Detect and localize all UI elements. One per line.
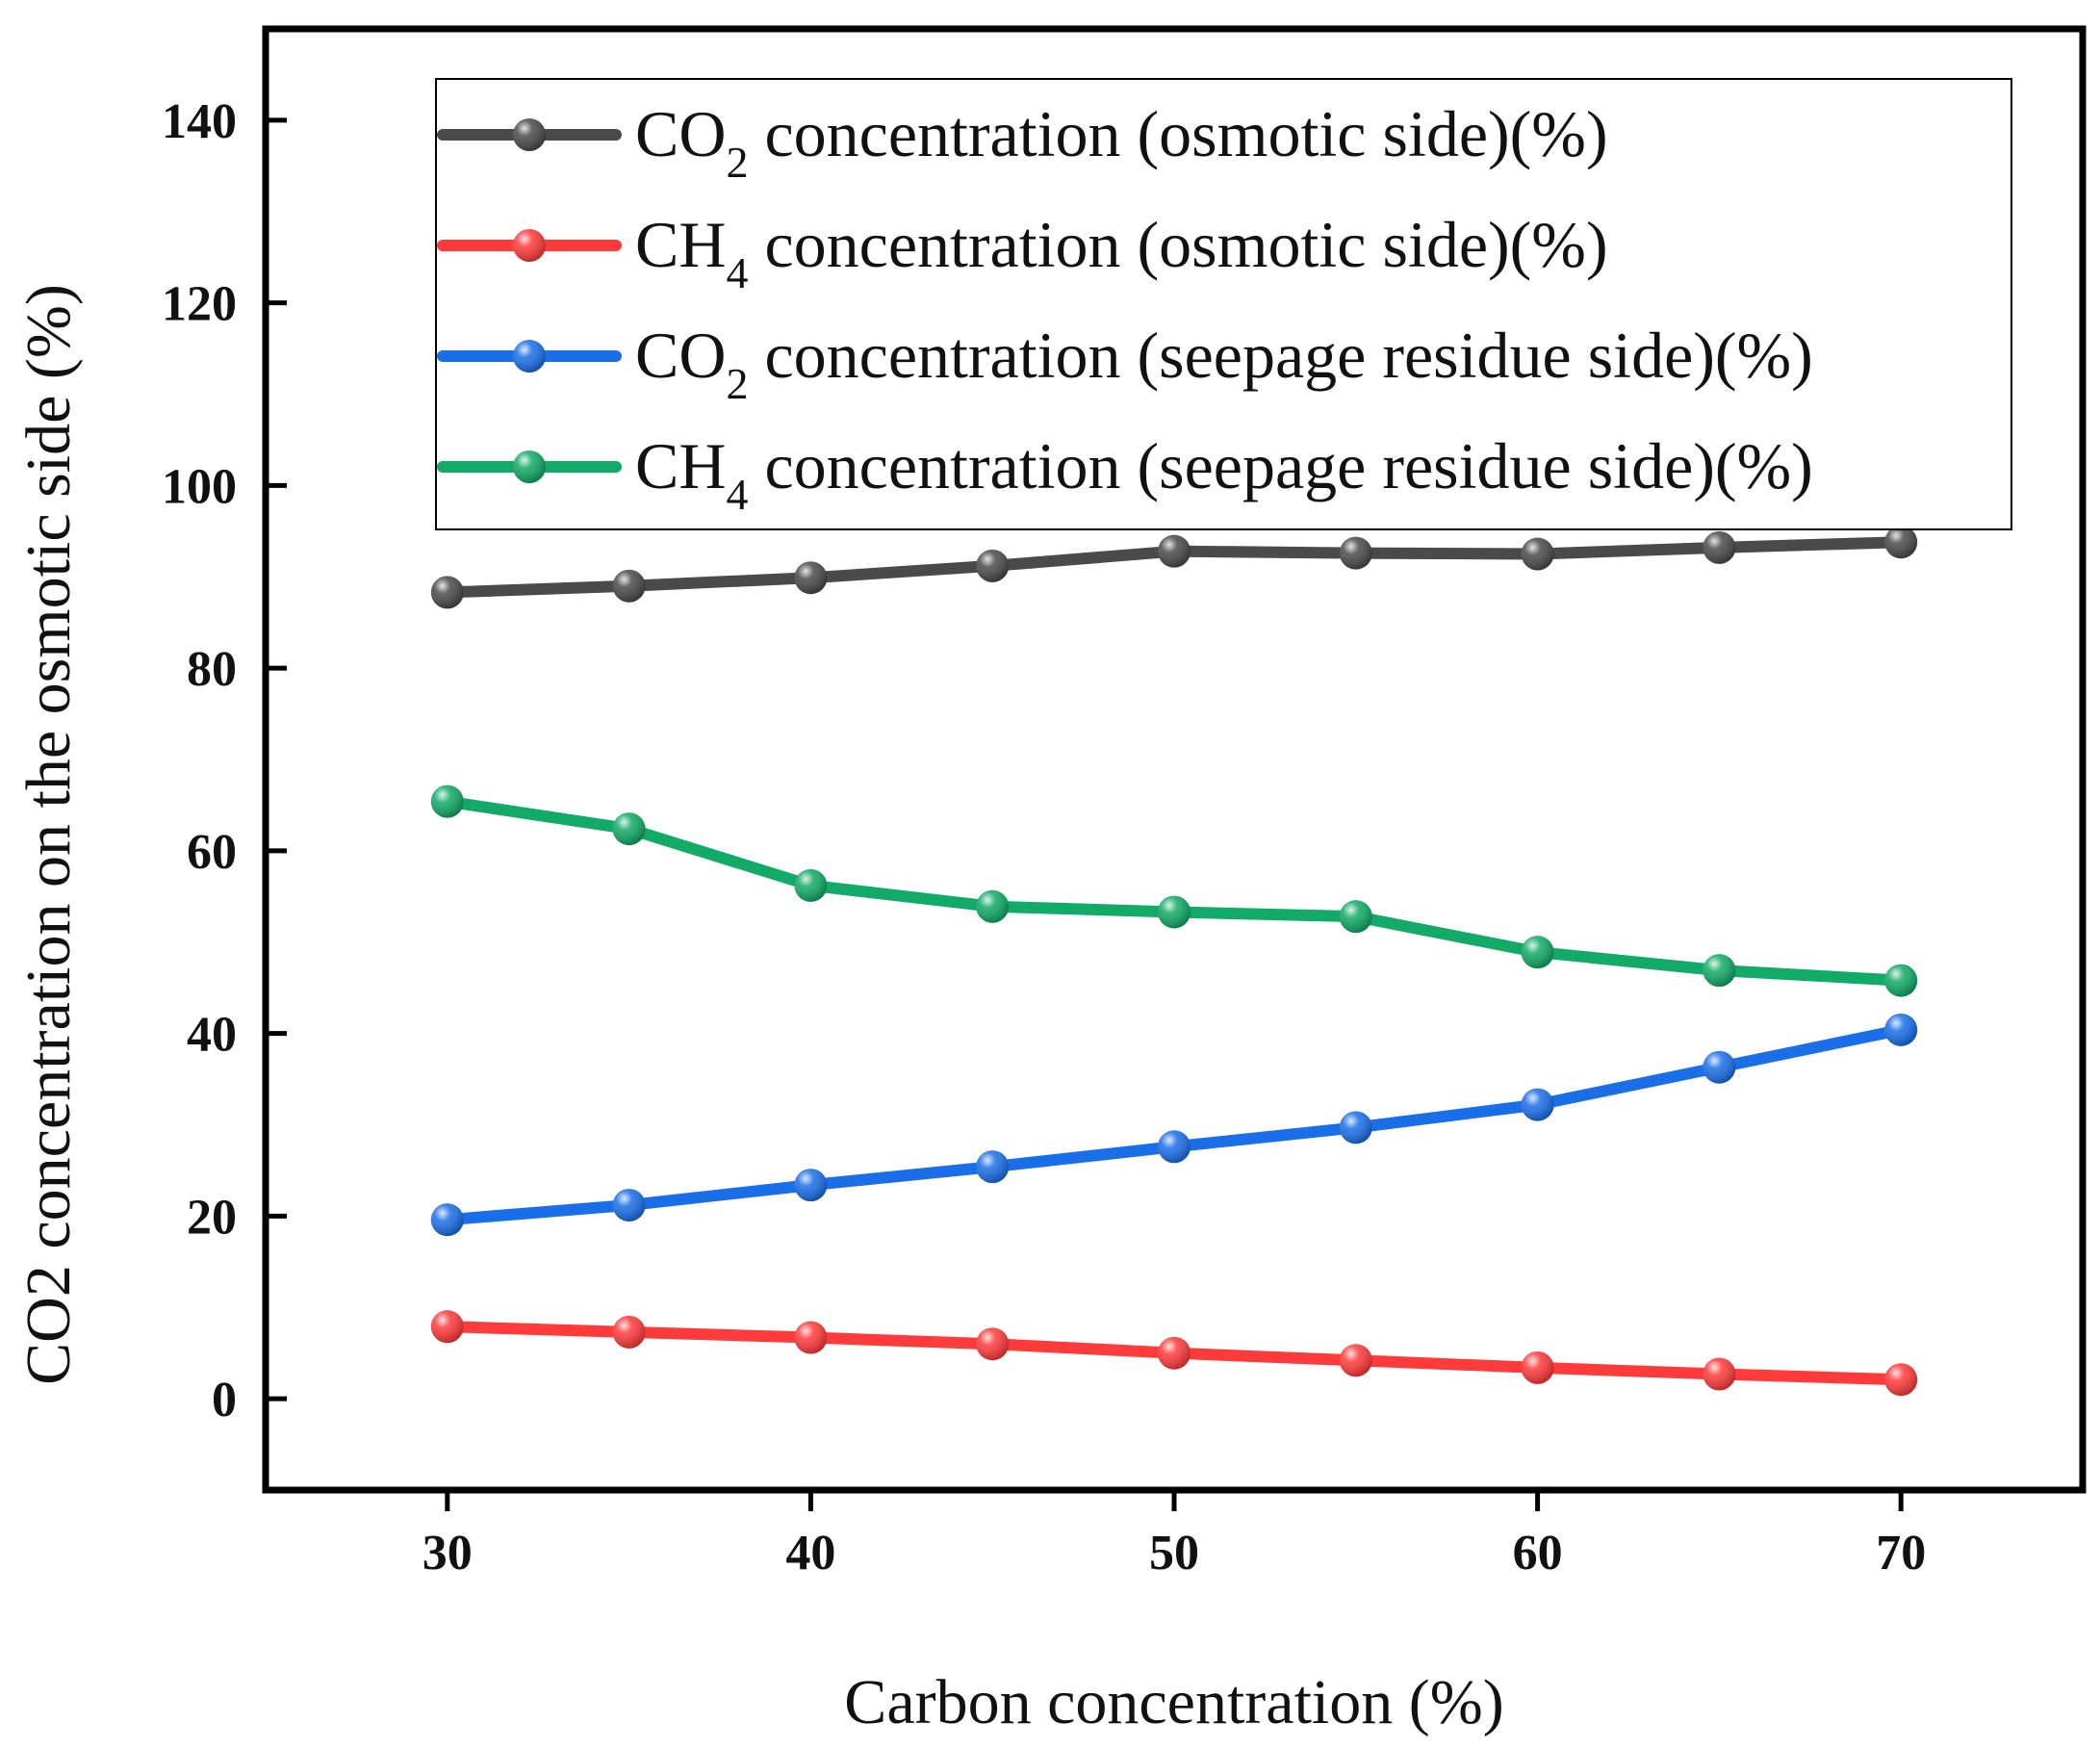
legend-swatch-shine <box>513 118 546 151</box>
legend-box <box>435 78 2012 530</box>
legend-swatch-shine <box>513 450 546 483</box>
data-point-shine <box>1884 526 1918 559</box>
x-axis-title: Carbon concentration (%) <box>844 1667 1503 1737</box>
y-tick-label: 80 <box>187 642 237 697</box>
series-3 <box>430 1013 1918 1237</box>
y-tick-label: 120 <box>162 277 237 332</box>
data-point-shine <box>794 561 828 595</box>
data-point-shine <box>1339 1111 1372 1145</box>
data-point-shine <box>1521 537 1554 571</box>
legend-label-subscript: 2 <box>726 359 748 408</box>
data-point-shine <box>794 868 828 902</box>
data-point-shine <box>1158 1130 1191 1164</box>
legend-label-suffix: concentration (osmotic side)(%) <box>748 97 1607 170</box>
data-point-shine <box>430 576 464 609</box>
x-axis: 30 40 50 60 70 <box>423 1490 1926 1581</box>
legend-label-subscript: 4 <box>726 470 748 519</box>
data-point-shine <box>1521 936 1554 969</box>
x-tick-label: 30 <box>423 1526 473 1581</box>
data-point-shine <box>430 1310 464 1344</box>
x-tick-label: 50 <box>1149 1526 1199 1581</box>
series-4 <box>430 784 1918 997</box>
legend-swatch-shine <box>513 229 546 262</box>
data-point-shine <box>976 889 1010 923</box>
data-point-shine <box>1339 536 1372 570</box>
data-point-shine <box>1339 1344 1372 1377</box>
data-point-shine <box>1158 1336 1191 1370</box>
legend-label-prefix: CH <box>635 208 726 281</box>
y-tick-label: 0 <box>212 1373 237 1427</box>
data-point-shine <box>612 812 646 846</box>
legend-label-suffix: concentration (seepage residue side)(%) <box>748 429 1812 502</box>
legend-label-prefix: CO <box>635 319 726 392</box>
data-point-shine <box>430 1203 464 1237</box>
legend-item: CO2 concentration (osmotic side)(%) <box>437 97 1608 187</box>
y-axis: 0 20 40 60 80 100 120 140 <box>162 94 287 1427</box>
legend-label-subscript: 4 <box>726 248 748 297</box>
legend-item: CH4 concentration (seepage residue side)… <box>437 429 1813 519</box>
data-point-shine <box>1339 900 1372 934</box>
legend-label: CH4 concentration (osmotic side)(%) <box>635 208 1608 297</box>
x-tick-label: 40 <box>785 1526 835 1581</box>
series-line <box>441 795 1908 987</box>
x-tick-label: 60 <box>1513 1526 1563 1581</box>
legend-label: CH4 concentration (seepage residue side)… <box>635 429 1813 519</box>
data-point-shine <box>794 1321 828 1354</box>
legend-item: CH4 concentration (osmotic side)(%) <box>437 208 1608 297</box>
legend-label-suffix: concentration (osmotic side)(%) <box>748 208 1607 281</box>
y-tick-label: 60 <box>187 825 237 880</box>
x-tick-label: 70 <box>1876 1526 1926 1581</box>
data-point-shine <box>1703 954 1736 988</box>
data-point-shine <box>976 1327 1010 1361</box>
legend-label-suffix: concentration (seepage residue side)(%) <box>748 319 1812 392</box>
data-point-shine <box>1884 1013 1918 1046</box>
data-point-shine <box>1884 964 1918 997</box>
legend-label-prefix: CH <box>635 429 726 502</box>
data-point-shine <box>1703 1357 1736 1391</box>
legend-item: CO2 concentration (seepage residue side)… <box>437 319 1813 408</box>
series-line <box>441 1023 1908 1226</box>
data-point-shine <box>1703 530 1736 564</box>
data-point-shine <box>1521 1088 1554 1121</box>
y-tick-label: 100 <box>162 459 237 514</box>
legend-label: CO2 concentration (seepage residue side)… <box>635 319 1813 408</box>
data-point-shine <box>794 1169 828 1202</box>
legend: CO2 concentration (osmotic side)(%)CH4 c… <box>437 97 1813 519</box>
data-point-shine <box>1158 534 1191 568</box>
y-tick-label: 20 <box>187 1190 237 1245</box>
y-tick-label: 40 <box>187 1008 237 1063</box>
data-point-shine <box>612 1188 646 1222</box>
data-point-shine <box>1158 895 1191 929</box>
legend-label-subscript: 2 <box>726 138 748 187</box>
series-layer <box>430 526 1918 1397</box>
series-2 <box>430 1310 1918 1397</box>
legend-label: CO2 concentration (osmotic side)(%) <box>635 97 1608 187</box>
data-point-shine <box>1884 1363 1918 1397</box>
data-point-shine <box>1521 1350 1554 1384</box>
data-point-shine <box>612 1315 646 1349</box>
legend-swatch-shine <box>513 340 546 373</box>
data-point-shine <box>976 549 1010 582</box>
y-tick-label: 140 <box>162 94 237 149</box>
data-point-shine <box>430 784 464 818</box>
data-point-shine <box>976 1150 1010 1184</box>
data-point-shine <box>612 569 646 603</box>
series-1 <box>430 526 1918 609</box>
legend-label-prefix: CO <box>635 97 726 170</box>
data-point-shine <box>1703 1050 1736 1084</box>
y-axis-title: CO2 concentration on the osmotic side (%… <box>13 284 84 1385</box>
